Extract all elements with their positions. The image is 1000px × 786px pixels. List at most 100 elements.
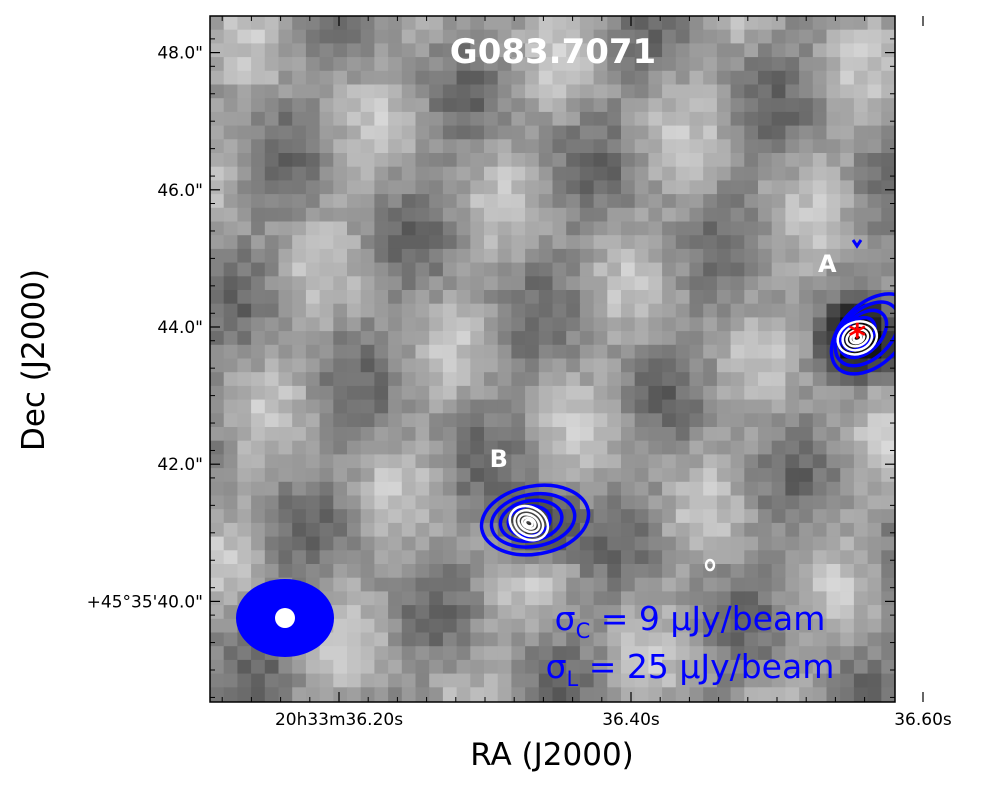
image-pixel	[675, 235, 691, 250]
image-pixel	[552, 385, 567, 401]
image-pixel	[401, 646, 417, 661]
image-pixel	[689, 331, 704, 346]
image-pixel	[415, 276, 430, 291]
image-pixel	[251, 495, 266, 510]
image-pixel	[237, 303, 252, 318]
image-pixel	[785, 235, 800, 250]
image-pixel	[525, 207, 540, 223]
image-pixel	[730, 385, 745, 401]
image-pixel	[470, 385, 485, 401]
image-pixel	[442, 618, 458, 634]
image-pixel	[730, 194, 745, 209]
image-pixel	[292, 317, 307, 332]
image-pixel	[675, 413, 691, 428]
image-pixel	[429, 235, 444, 250]
image-pixel	[278, 495, 293, 510]
image-pixel	[703, 427, 718, 442]
image-pixel	[442, 111, 458, 127]
image-pixel	[853, 399, 869, 414]
image-pixel	[429, 605, 444, 620]
image-pixel	[552, 262, 567, 277]
image-pixel	[497, 166, 512, 181]
image-pixel	[552, 221, 567, 236]
image-pixel	[881, 673, 895, 688]
image-pixel	[264, 16, 280, 31]
image-pixel	[251, 194, 266, 209]
image-pixel	[360, 454, 375, 469]
image-pixel	[621, 577, 636, 592]
image-pixel	[470, 495, 485, 510]
image-pixel	[401, 454, 417, 469]
image-pixel	[758, 317, 773, 332]
image-pixel	[703, 344, 718, 360]
image-pixel	[744, 276, 759, 291]
image-pixel	[251, 303, 266, 318]
image-pixel	[579, 180, 595, 195]
image-pixel	[210, 372, 225, 387]
image-pixel	[593, 673, 608, 688]
image-pixel	[648, 536, 663, 551]
image-pixel	[881, 550, 895, 565]
image-pixel	[415, 207, 430, 223]
image-pixel	[538, 673, 554, 688]
image-pixel	[634, 659, 649, 675]
image-pixel	[758, 207, 773, 223]
image-pixel	[826, 522, 841, 538]
image-pixel	[456, 153, 471, 168]
image-pixel	[347, 536, 362, 551]
image-pixel	[429, 440, 444, 455]
image-pixel	[566, 29, 581, 44]
image-pixel	[744, 673, 759, 688]
image-pixel	[456, 221, 471, 236]
image-pixel	[538, 207, 554, 223]
image-pixel	[347, 221, 362, 236]
image-pixel	[593, 139, 608, 154]
image-pixel	[867, 111, 882, 127]
image-pixel	[292, 495, 307, 510]
image-pixel	[579, 29, 595, 44]
image-pixel	[812, 427, 828, 442]
image-pixel	[826, 427, 841, 442]
image-pixel	[881, 207, 895, 223]
image-pixel	[237, 331, 252, 346]
contour-l-spur	[851, 239, 863, 249]
image-pixel	[525, 618, 540, 634]
image-pixel	[593, 70, 608, 86]
image-pixel	[881, 522, 895, 538]
image-pixel	[333, 509, 348, 524]
image-pixel	[333, 481, 348, 497]
image-pixel	[525, 591, 540, 606]
image-pixel	[525, 358, 540, 373]
image-pixel	[840, 29, 855, 44]
image-pixel	[333, 221, 348, 236]
image-pixel	[319, 43, 334, 58]
image-pixel	[415, 57, 430, 72]
image-pixel	[579, 153, 595, 168]
image-pixel	[867, 632, 882, 647]
image-pixel	[210, 344, 225, 360]
image-pixel	[662, 317, 677, 332]
image-pixel	[689, 454, 704, 469]
image-pixel	[799, 276, 814, 291]
image-pixel	[840, 522, 855, 538]
image-pixel	[305, 454, 321, 469]
image-pixel	[716, 522, 732, 538]
image-pixel	[703, 111, 718, 127]
image-pixel	[429, 536, 444, 551]
image-pixel	[360, 207, 375, 223]
image-pixel	[634, 290, 649, 305]
image-pixel	[607, 605, 622, 620]
image-pixel	[716, 454, 732, 469]
image-pixel	[374, 591, 389, 606]
image-pixel	[881, 605, 895, 620]
image-pixel	[771, 331, 786, 346]
image-pixel	[593, 399, 608, 414]
image-pixel	[442, 57, 458, 72]
image-pixel	[415, 618, 430, 634]
image-pixel	[867, 399, 882, 414]
image-pixel	[799, 687, 814, 702]
image-pixel	[415, 509, 430, 524]
image-pixel	[456, 632, 471, 647]
image-pixel	[552, 166, 567, 181]
image-pixel	[593, 276, 608, 291]
